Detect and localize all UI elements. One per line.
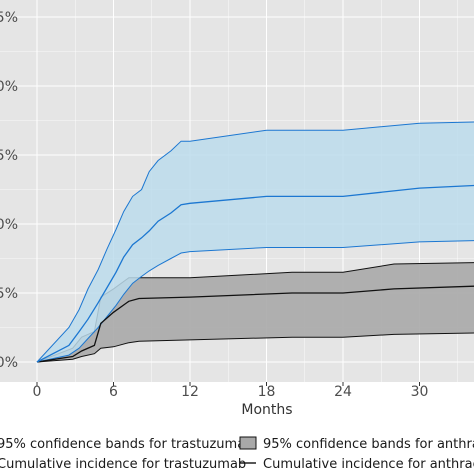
- x-tick-label: 6: [109, 384, 118, 400]
- incidence-line-anthracycline: [36, 285, 474, 363]
- x-tick-label: 18: [258, 384, 276, 400]
- y-tick-label: 5%: [0, 286, 18, 302]
- legend-label: 95% confidence bands for trastuzumab: [0, 437, 253, 452]
- x-axis-title: Months: [241, 402, 292, 418]
- band-edge-upper-trastuzumab: [36, 121, 474, 363]
- x-tick-label: 12: [181, 384, 199, 400]
- y-tick-label: 0%: [0, 355, 18, 371]
- incidence-line-trastuzumab: [36, 184, 474, 363]
- confidence-bands: [36, 121, 474, 363]
- band-edge-lower-anthracycline: [36, 332, 474, 363]
- y-tick-label: 10%: [0, 217, 18, 233]
- legend: 95% confidence bands for trastuzumab 95% …: [0, 436, 474, 472]
- x-tick-label: 0: [33, 384, 42, 400]
- x-tick-label: 30: [411, 384, 429, 400]
- band-anthracycline: [37, 262, 474, 362]
- legend-label: Cumulative incidence for trastuzumab: [0, 457, 246, 472]
- legend-label: Cumulative incidence for anthracycline: [263, 457, 474, 472]
- y-tick-label: 15%: [0, 148, 18, 164]
- x-axis: 0 6 12 18 24 30: [33, 382, 429, 400]
- band-trastuzumab: [37, 121, 474, 362]
- y-tick-label: 25%: [0, 10, 18, 26]
- y-axis: 0% 5% 10% 15% 20% 25%: [0, 10, 18, 371]
- y-tick-label: 20%: [0, 79, 18, 95]
- incidence-lines: [36, 184, 474, 363]
- legend-key-band-anthracycline: [239, 436, 257, 450]
- legend-label: 95% confidence bands for anthracycline: [263, 437, 474, 452]
- x-tick-label: 24: [334, 384, 352, 400]
- band-edge-lower-trastuzumab: [36, 240, 474, 363]
